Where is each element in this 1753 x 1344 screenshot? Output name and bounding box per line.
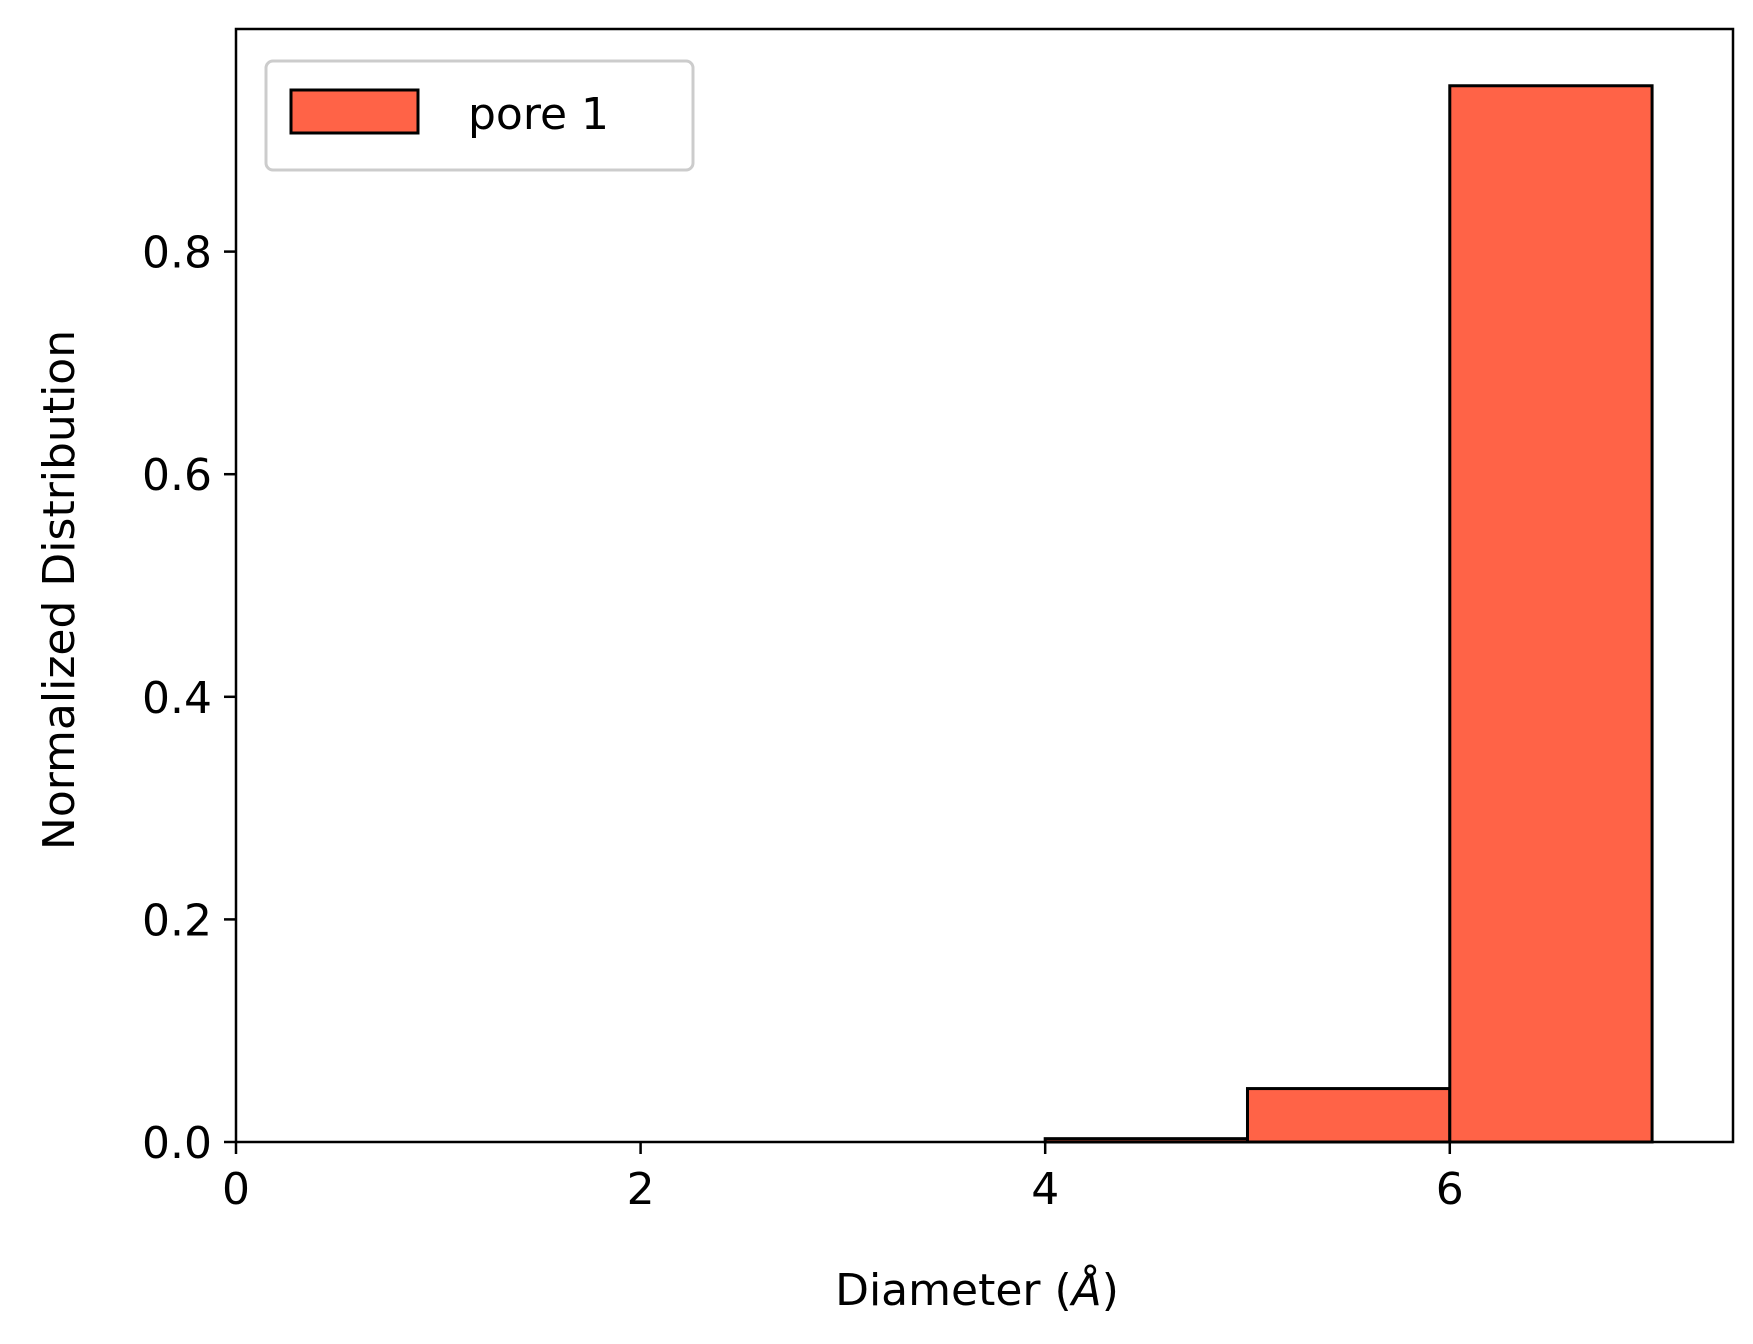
legend-swatch <box>289 88 420 135</box>
x-axis-ticks: 0 2 4 6 <box>222 1142 1464 1215</box>
legend-entry-pore-1: pore 1 <box>468 89 609 140</box>
x-axis-label-symbol: Å <box>1069 1263 1102 1316</box>
axes-frame <box>234 27 1735 1144</box>
legend-box <box>264 59 695 172</box>
x-tick-label: 6 <box>1436 1164 1464 1215</box>
y-axis-ticks: 0.0 0.2 0.4 0.6 0.8 <box>142 228 236 1169</box>
y-tick-label: 0.6 <box>142 450 212 501</box>
x-tick-label: 0 <box>222 1164 250 1215</box>
x-tick-label: 2 <box>627 1164 655 1215</box>
y-tick-label: 0.8 <box>142 228 212 279</box>
y-tick-label: 0.4 <box>142 673 212 724</box>
y-tick-label: 0.0 <box>142 1118 212 1169</box>
x-axis-label: Diameter (Å) <box>835 1263 1119 1316</box>
bar-group <box>1043 84 1654 1144</box>
y-tick-label: 0.2 <box>142 895 212 946</box>
bar-5-6 <box>1245 1087 1452 1144</box>
y-axis-label: Normalized Distribution <box>34 330 85 850</box>
axes <box>234 27 1735 1144</box>
bar-6-7 <box>1448 84 1654 1144</box>
legend: pore 1 <box>264 59 695 172</box>
x-tick-label: 4 <box>1031 1164 1059 1215</box>
